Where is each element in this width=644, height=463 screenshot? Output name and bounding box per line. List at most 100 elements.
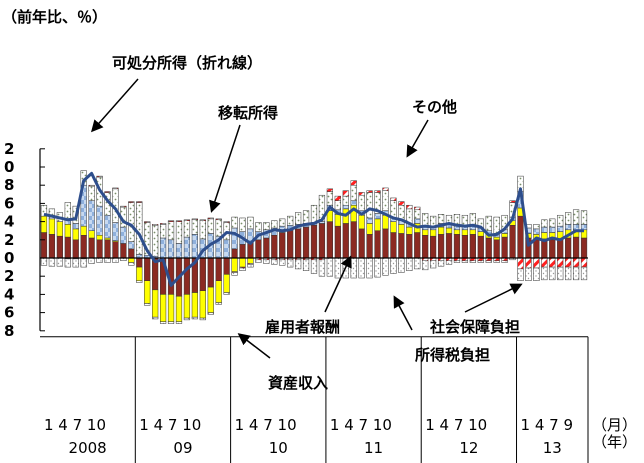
bar-segment-5-56 [485,260,492,263]
bar-segment-5-65 [557,266,564,281]
bar-segment-4-14 [152,224,159,226]
bar-segment-3-63 [541,219,548,228]
bar-segment-0-23 [223,257,230,275]
bar-segment-4-63 [541,257,548,268]
bar-segment-0-65 [557,238,564,259]
bar-segment-5-39 [350,257,357,279]
bar-segment-5-36 [326,257,333,277]
annotation-income-tax: 所得税負担 [415,346,490,364]
bar-segment-1-63 [541,232,548,240]
bar-segment-1-14 [152,289,159,318]
bar-segment-0-8 [104,239,111,259]
bar-segment-2-42 [374,213,381,220]
bar-segment-5-27 [255,259,262,263]
bar-segment-1-43 [382,214,389,230]
bar-segment-3-1 [48,208,56,220]
bar-segment-5-44 [390,257,397,274]
bar-segment-5-51 [445,260,453,265]
bar-segment-3-33 [302,210,310,224]
bar-segment-5-32 [295,259,302,270]
bar-segment-5-46 [406,257,413,271]
x-unit-month-label: （月） [592,416,637,434]
bar-segment-0-54 [469,234,476,259]
bar-segment-0-32 [295,228,302,259]
bar-segment-0-45 [398,233,405,259]
bar-segment-1-1 [48,218,56,235]
bar-segment-3-38 [342,195,349,206]
bar-segment-3-50 [437,214,445,224]
bar-segment-1-13 [144,280,151,304]
bar-segment-4-17 [175,220,183,222]
bar-segment-2-7 [96,205,103,236]
year-label: 12 [459,439,478,457]
annotation-arrow-employee [324,255,352,313]
bar-segment-1-16 [167,294,175,322]
bar-segment-5-11 [128,262,135,266]
bar-segment-3-22 [215,219,222,237]
annotation-arrow-other [406,119,429,158]
bar-segment-5-28 [263,259,270,264]
bar-segment-3-56 [485,215,492,231]
bar-segment-5-20 [199,317,206,321]
bar-segment-3-3 [64,202,71,220]
bar-segment-5-67 [572,266,580,281]
bar-segment-5-68 [580,266,588,281]
bar-segment-2-15 [159,237,167,259]
month-tick-labels: 1 4 7 10 [44,416,106,434]
bar-segment-1-5 [80,225,87,236]
bar-segment-0-66 [565,237,572,259]
y-tick-label: 4 [4,213,14,231]
bar-segment-0-48 [422,235,429,259]
bar-segment-0-62 [533,239,540,259]
year-label: 10 [269,439,288,457]
bar-segment-1-46 [406,226,413,235]
year-label: 09 [173,439,192,457]
bar-segment-1-55 [477,231,484,237]
bar-segment-0-27 [255,239,262,259]
bar-segment-1-26 [247,257,254,264]
bar-segment-0-46 [406,234,413,259]
month-tick-labels: 1 4 7 9 [521,416,573,434]
bar-segment-0-35 [318,223,326,259]
bar-segment-3-48 [422,213,429,227]
bar-segment-1-6 [88,230,95,239]
bar-segment-5-1 [48,257,56,267]
year-label: 11 [364,439,383,457]
bar-segment-1-7 [96,235,103,241]
annotation-arrow-disposable [91,78,139,133]
bar-segment-0-55 [477,235,484,259]
bar-segment-3-44 [390,200,397,219]
bar-segment-0-4 [72,239,79,259]
y-tick-label: 8 [4,322,14,340]
annotation-employee-compensation: 雇用者報酬 [265,318,340,336]
month-tick-labels: 1 4 7 10 [235,416,297,434]
bar-segment-1-18 [183,294,191,319]
bar-segment-1-24 [231,257,238,272]
bar-segment-3-18 [183,220,191,238]
bar-segment-1-21 [207,286,214,313]
bar-segment-4-23 [223,221,230,223]
bar-segment-4-38 [342,190,349,197]
bar-segment-2-11 [128,241,135,250]
bar-segment-3-19 [191,219,198,235]
bar-segment-3-24 [231,216,238,229]
bar-segment-1-8 [104,237,111,241]
bar-segment-0-5 [80,235,87,259]
y-tick-label: 0 [4,249,14,267]
bar-segment-5-15 [159,321,167,324]
bar-segment-3-16 [167,221,175,241]
bar-segment-0-22 [215,257,222,281]
bar-segment-5-52 [453,260,461,263]
bar-segment-0-40 [358,228,365,259]
bar-segment-2-17 [175,243,183,259]
bar-segment-4-16 [167,220,175,222]
bar-segment-0-2 [56,235,63,259]
year-label: 2008 [69,439,107,457]
bar-segment-3-41 [366,192,373,219]
bar-segment-1-41 [366,223,373,235]
bar-segment-0-33 [302,226,310,259]
bar-segment-2-38 [342,204,349,210]
bar-segment-5-33 [302,259,310,271]
bar-segment-3-27 [255,222,262,232]
